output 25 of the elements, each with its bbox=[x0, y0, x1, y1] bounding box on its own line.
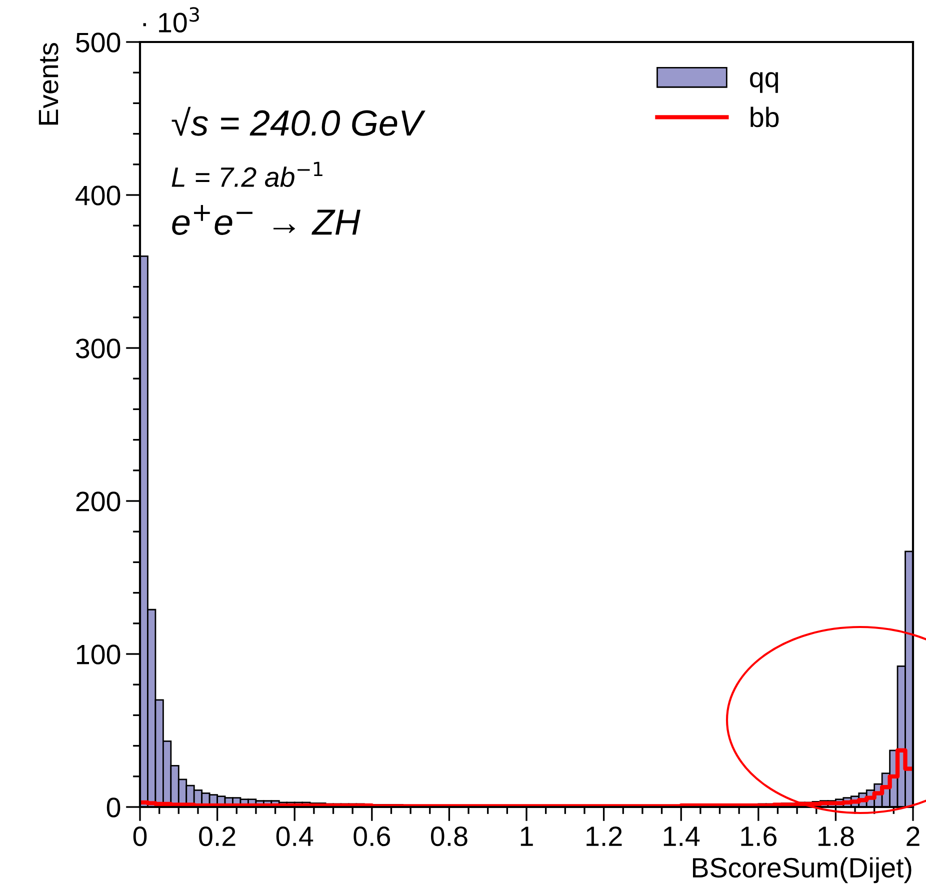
y-tick-label: 100 bbox=[77, 644, 120, 664]
y-tick-label: 300 bbox=[76, 338, 120, 358]
legend-label: qq bbox=[750, 72, 778, 93]
annotation: √s = 240.0 GeV bbox=[172, 106, 426, 136]
annotation: L = 7.2 ab$^{−1}$ bbox=[172, 162, 322, 187]
y-tick-label: 400 bbox=[76, 186, 120, 206]
x-tick-label: 1.8 bbox=[818, 826, 854, 846]
x-tick-label: 1.2 bbox=[586, 826, 622, 846]
annotation: e$^{+}$e$^{−}$ → ZH bbox=[172, 204, 360, 235]
y-tick-label: 500 bbox=[76, 32, 120, 52]
x-tick-label: 0.2 bbox=[199, 826, 236, 846]
x-tick-label: 0.6 bbox=[354, 826, 390, 846]
x-axis-title: BScoreSum(Dijet) bbox=[693, 857, 912, 884]
x-tick-label: 1.6 bbox=[741, 826, 776, 846]
y-tick-label: 0 bbox=[106, 798, 120, 818]
x-tick-label: 0.8 bbox=[430, 826, 468, 846]
text: · 10$^{3}$ bbox=[143, 7, 199, 32]
x-tick-label: 2 bbox=[906, 826, 920, 846]
legend-label: bb bbox=[750, 106, 779, 128]
x-tick-label: 0.4 bbox=[276, 826, 314, 846]
y-axis-title: Events bbox=[38, 43, 58, 125]
x-tick-label: 1.4 bbox=[664, 826, 700, 846]
x-tick-label: 1 bbox=[520, 826, 533, 846]
y-tick-label: 200 bbox=[76, 492, 120, 512]
x-tick-label: 0 bbox=[133, 826, 147, 846]
